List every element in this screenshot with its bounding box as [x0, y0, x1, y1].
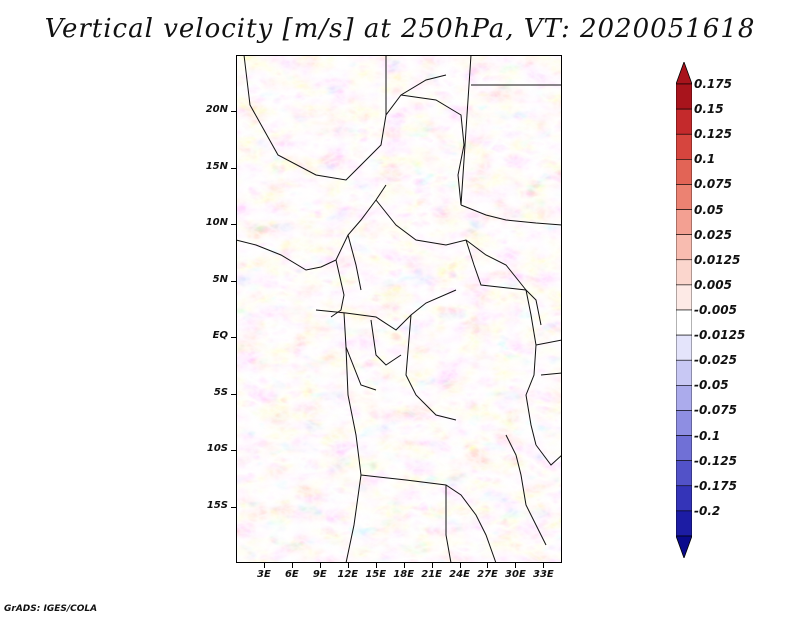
colorbar-swatch	[676, 510, 692, 537]
colorbar-swatch	[676, 334, 692, 361]
lat-tick-mark	[231, 393, 236, 395]
colorbar-swatch	[676, 435, 692, 461]
lat-tick-mark	[231, 506, 236, 508]
colorbar-swatch	[676, 184, 692, 210]
lon-tick-mark	[459, 563, 461, 568]
lat-tick-label: EQ	[212, 330, 228, 342]
colorbar-level-label: 0.125	[694, 127, 732, 142]
lon-tick-mark	[543, 563, 545, 568]
colorbar-swatch	[676, 309, 692, 336]
colorbar	[676, 62, 692, 558]
map-panel	[236, 55, 562, 563]
lat-tick-label: 10N	[205, 217, 228, 229]
colorbar-level-label: -0.2	[694, 503, 721, 518]
lat-tick-mark	[231, 337, 236, 339]
lat-tick-label: 10S	[206, 443, 228, 455]
lon-tick-mark	[347, 563, 349, 568]
colorbar-swatch	[676, 460, 692, 487]
lon-tick-mark	[515, 563, 517, 568]
lon-tick-label: 21E	[421, 569, 442, 580]
lon-tick-mark	[375, 563, 377, 568]
colorbar-level-label: 0.05	[694, 202, 724, 217]
lat-tick-label: 20N	[205, 104, 228, 116]
lon-tick-label: 30E	[505, 569, 526, 580]
lat-tick-label: 5N	[212, 273, 228, 285]
lon-tick-label: 9E	[312, 569, 327, 580]
lon-tick-label: 27E	[477, 569, 498, 580]
colorbar-swatch	[676, 234, 692, 261]
lon-tick-mark	[263, 563, 265, 568]
lon-tick-label: 18E	[393, 569, 415, 580]
colorbar-top-arrow	[676, 62, 692, 85]
colorbar-swatch	[676, 485, 692, 512]
lon-tick-mark	[291, 563, 293, 568]
lat-tick-label: 15N	[205, 160, 228, 172]
lon-tick-mark	[403, 563, 405, 568]
lon-tick-label: 33E	[532, 569, 554, 580]
colorbar-level-label: -0.175	[694, 478, 737, 493]
colorbar-level-label: 0.005	[694, 277, 732, 292]
colorbar-swatch	[676, 284, 692, 311]
lat-tick-label: 5S	[213, 386, 228, 398]
lat-tick-mark	[231, 280, 236, 282]
grads-credit: GrADS: IGES/COLA	[4, 604, 98, 614]
lat-tick-mark	[231, 167, 236, 169]
colorbar-swatch	[676, 133, 692, 160]
colorbar-bottom-arrow	[676, 535, 692, 558]
lon-tick-label: 3E	[257, 569, 271, 580]
lon-tick-label: 15E	[365, 569, 387, 580]
colorbar-swatch	[676, 259, 692, 286]
lon-tick-label: 12E	[337, 569, 359, 580]
colorbar-level-label: 0.15	[694, 102, 724, 117]
lon-tick-label: 6E	[284, 569, 299, 580]
colorbar-level-label: -0.0125	[694, 328, 746, 343]
colorbar-swatch	[676, 385, 692, 411]
map-frame	[236, 55, 562, 563]
lat-tick-label: 15S	[206, 499, 228, 511]
colorbar-level-label: -0.05	[694, 378, 729, 393]
chart-title: Vertical velocity [m/s] at 250hPa, VT: 2…	[44, 14, 756, 44]
lon-tick-label: 24E	[449, 569, 470, 580]
colorbar-level-label: -0.075	[694, 403, 737, 418]
colorbar-level-label: 0.0125	[694, 252, 741, 267]
velocity-field-detail	[236, 55, 562, 563]
colorbar-level-label: -0.1	[694, 428, 721, 443]
colorbar-level-label: -0.005	[694, 303, 737, 317]
colorbar-level-label: -0.125	[694, 453, 737, 468]
colorbar-swatch	[676, 83, 692, 110]
lon-tick-mark	[487, 563, 489, 568]
lat-tick-mark	[231, 450, 236, 452]
colorbar-swatch	[676, 410, 692, 436]
colorbar-level-label: 0.025	[694, 227, 732, 242]
lon-tick-mark	[319, 563, 321, 568]
lon-tick-mark	[431, 563, 433, 568]
country-borders	[236, 55, 562, 563]
colorbar-swatch	[676, 359, 692, 386]
colorbar-swatch	[676, 159, 692, 185]
colorbar-level-label: -0.025	[694, 353, 737, 368]
colorbar-level-label: 0.175	[694, 77, 732, 91]
colorbar-level-label: 0.1	[694, 152, 716, 167]
lat-tick-mark	[231, 224, 236, 226]
colorbar-swatch	[676, 209, 692, 235]
lat-tick-mark	[231, 111, 236, 113]
velocity-field-map	[236, 55, 562, 563]
colorbar-swatch	[676, 108, 692, 135]
colorbar-level-label: 0.075	[694, 177, 732, 192]
